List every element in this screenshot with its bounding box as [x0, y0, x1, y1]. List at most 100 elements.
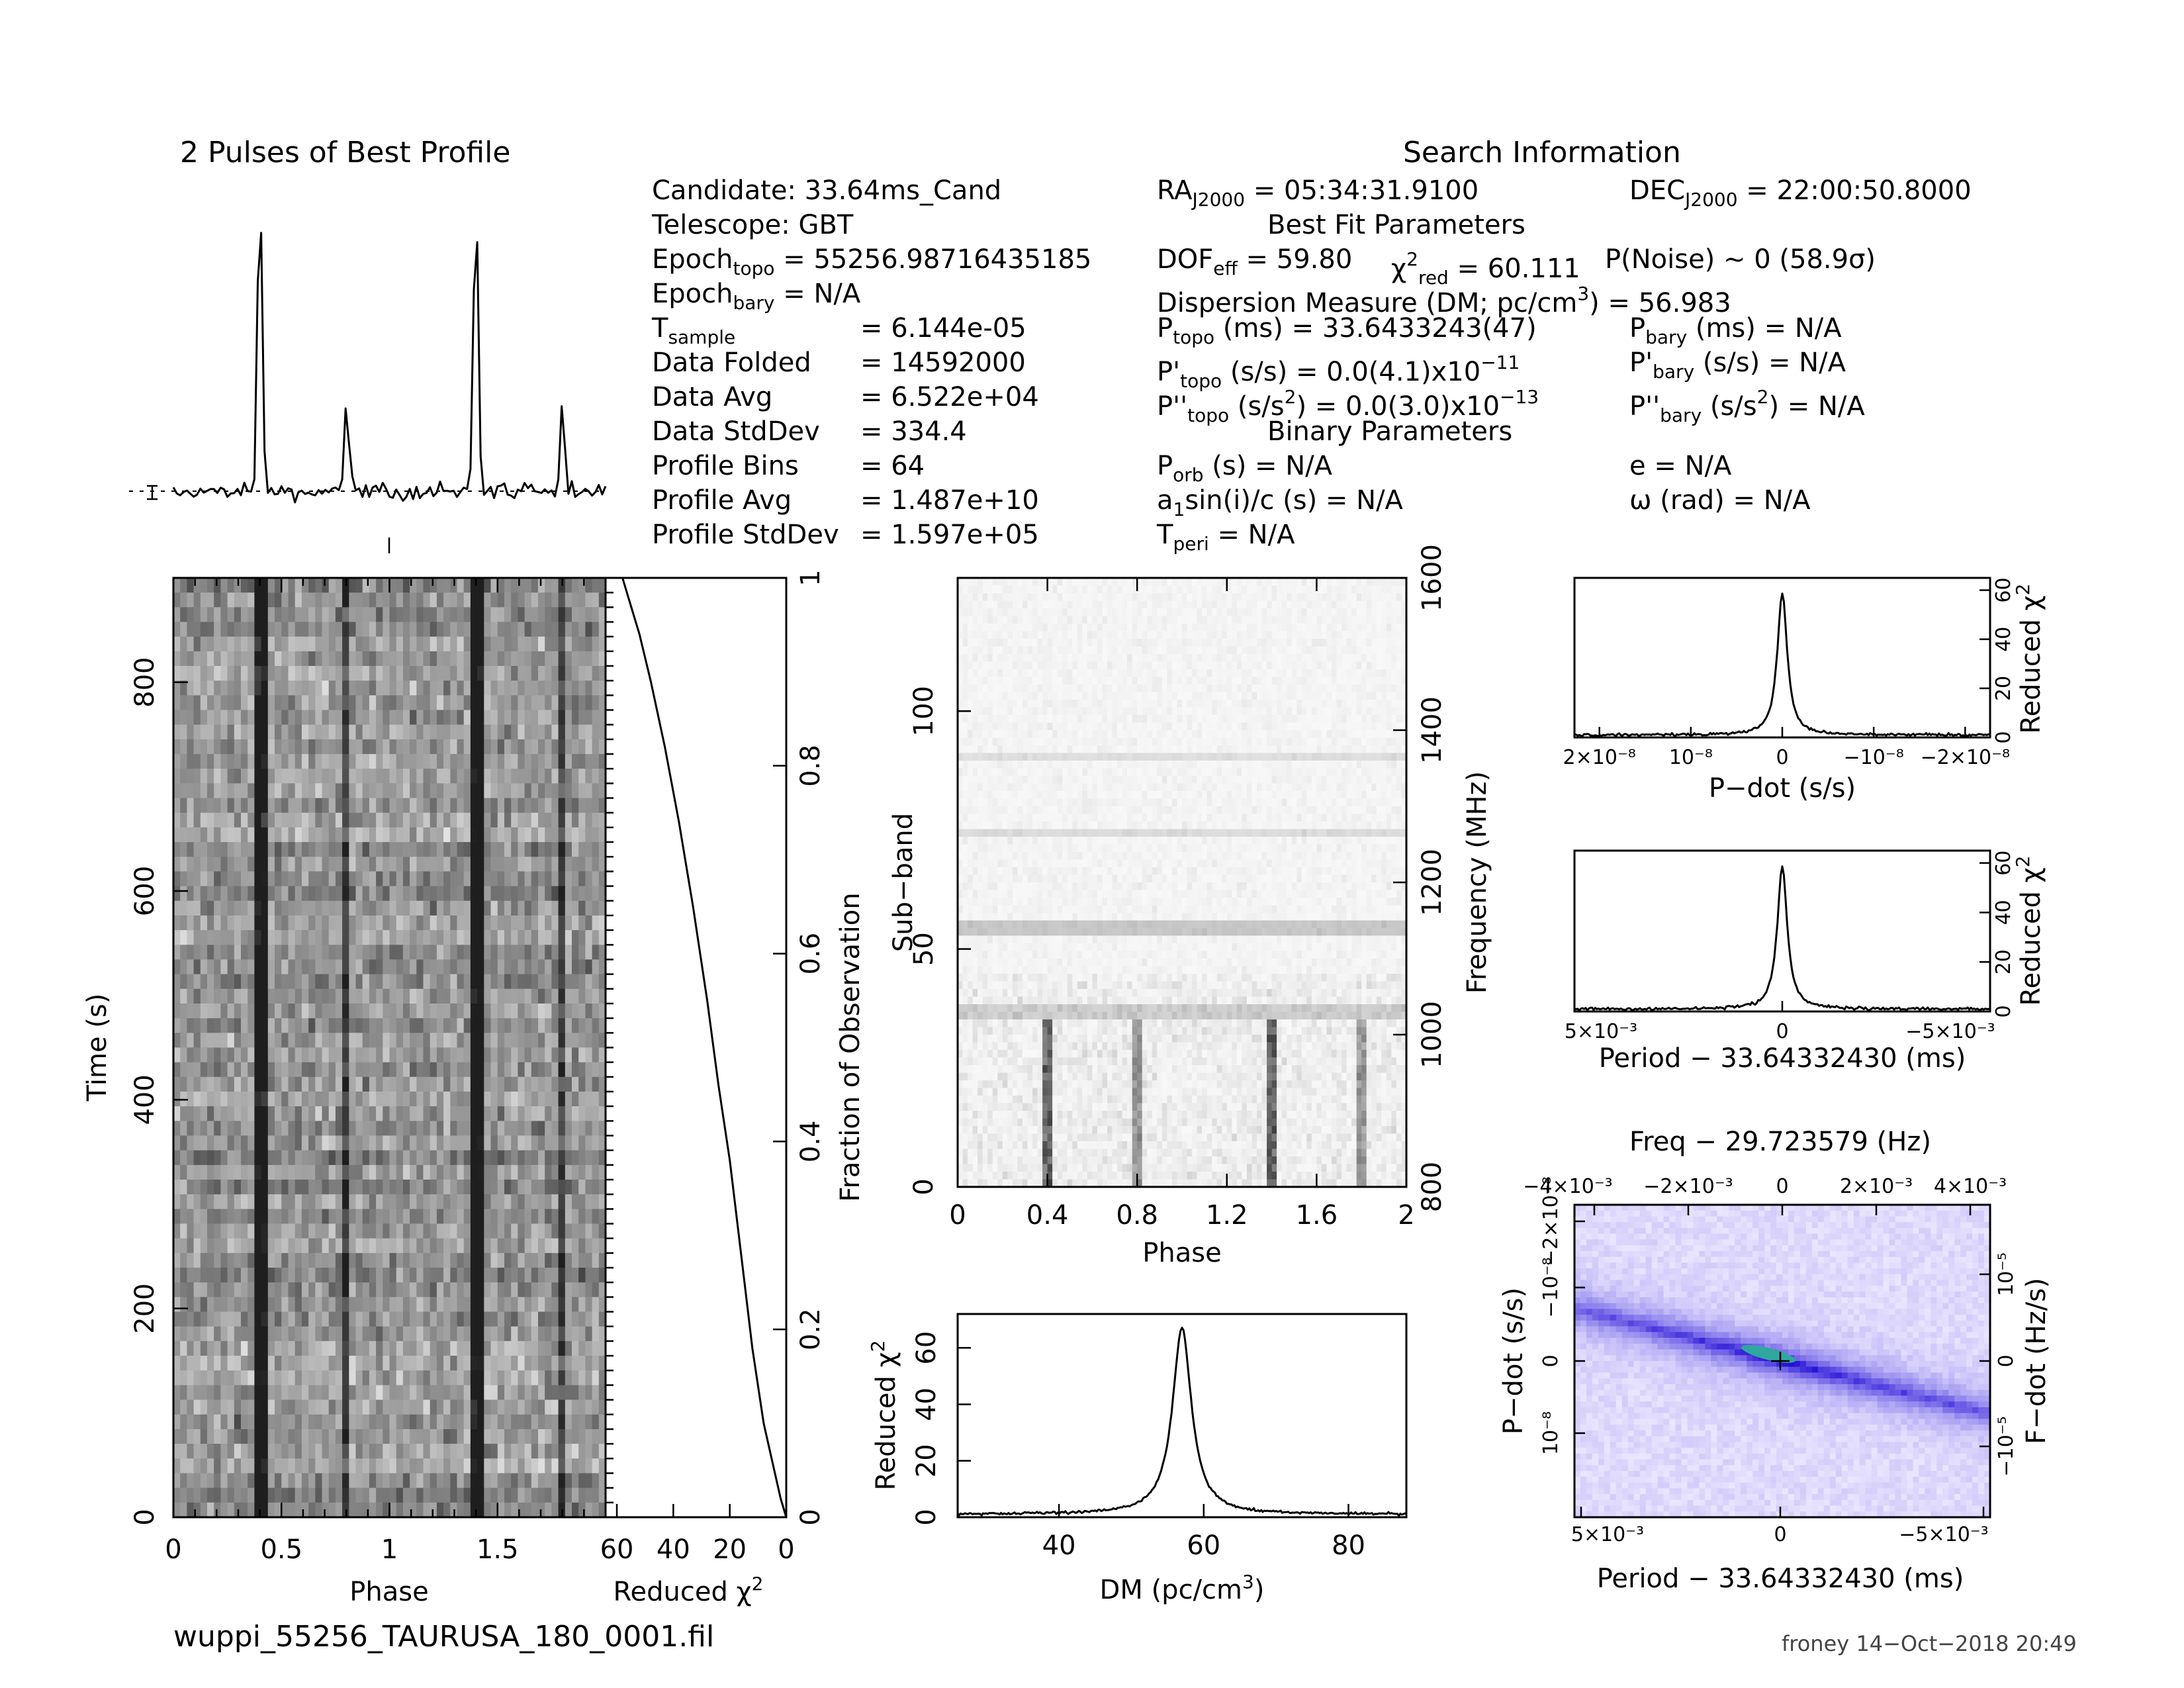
subband-cell — [1057, 616, 1063, 624]
time-phase-cell — [396, 724, 404, 740]
time-phase-cell — [187, 607, 195, 623]
time-phase-cell — [524, 1414, 532, 1430]
time-phase-cell — [578, 1135, 586, 1151]
time-phase-cell — [416, 1282, 424, 1298]
time-phase-cell — [389, 754, 397, 769]
time-phase-cell — [592, 1429, 600, 1444]
time-phase-cell — [214, 666, 221, 681]
time-phase-cell — [410, 1135, 417, 1151]
time-phase-cell — [551, 710, 559, 726]
subband-cell — [987, 639, 993, 647]
time-phase-cell — [538, 857, 545, 872]
time-phase-cell — [484, 1356, 492, 1371]
time-phase-cell — [551, 695, 559, 711]
time-phase-cell — [470, 754, 478, 769]
time-phase-cell — [335, 739, 343, 755]
subband-cell — [1257, 600, 1263, 609]
subband-cell — [1381, 593, 1387, 602]
time-phase-cell — [315, 1297, 323, 1313]
subband-cell — [1142, 608, 1148, 617]
time-phase-cell — [558, 1164, 566, 1180]
time-phase-cell — [173, 1487, 181, 1503]
time-phase-cell — [504, 1282, 512, 1298]
time-phase-cell — [241, 739, 248, 755]
time-phase-cell — [288, 666, 296, 681]
time-phase-cell — [518, 1047, 525, 1063]
time-phase-cell — [295, 1252, 302, 1268]
time-phase-cell — [383, 1458, 390, 1474]
time-phase-cell — [538, 666, 545, 681]
time-phase-cell — [315, 812, 323, 828]
time-phase-cell — [450, 592, 458, 608]
time-phase-cell — [173, 622, 181, 637]
time-phase-cell — [585, 1092, 593, 1107]
time-phase-cell — [463, 622, 471, 637]
time-phase-cell — [389, 769, 397, 784]
time-phase-cell — [335, 724, 343, 740]
subband-cell — [1401, 578, 1407, 586]
time-phase-cell — [288, 798, 296, 814]
time-phase-cell — [585, 1076, 593, 1092]
time-phase-cell — [565, 1340, 572, 1356]
time-phase-cell — [220, 622, 228, 637]
time-phase-cell — [383, 1194, 390, 1209]
subband-cell — [968, 624, 974, 632]
time-phase-cell — [558, 1311, 566, 1327]
time-phase-cell — [531, 1238, 539, 1254]
time-phase-cell — [295, 1282, 302, 1298]
time-phase-cell — [234, 842, 242, 857]
time-phase-cell — [598, 1209, 606, 1225]
time-phase-cell — [335, 871, 343, 887]
time-phase-cell — [173, 592, 181, 608]
time-phase-cell — [511, 1268, 518, 1283]
time-phase-cell — [585, 769, 593, 784]
time-phase-cell — [531, 1297, 539, 1313]
time-phase-cell — [436, 945, 444, 961]
time-phase-cell — [234, 915, 242, 931]
time-phase-cell — [362, 636, 370, 652]
time-phase-cell — [207, 1121, 214, 1137]
time-phase-cell — [504, 915, 512, 931]
time-phase-cell — [261, 1047, 269, 1063]
time-phase-cell — [551, 680, 559, 696]
time-phase-cell — [173, 1502, 181, 1518]
time-phase-cell — [187, 680, 195, 696]
time-phase-cell — [450, 1135, 458, 1151]
time-phase-cell — [551, 783, 559, 799]
time-phase-cell — [463, 1268, 471, 1283]
time-phase-cell — [396, 1326, 404, 1342]
time-phase-cell — [193, 651, 201, 667]
time-phase-cell — [572, 886, 579, 902]
time-phase-cell — [538, 1121, 545, 1137]
time-phase-cell — [207, 798, 214, 814]
subband-cell — [1277, 608, 1283, 617]
time-phase-cell — [180, 1209, 187, 1225]
time-phase-cell — [322, 915, 330, 931]
time-phase-cell — [410, 695, 417, 711]
time-phase-cell — [281, 1047, 289, 1063]
time-phase-cell — [457, 1033, 465, 1049]
time-phase-cell — [423, 1018, 431, 1033]
time-phase-cell — [342, 1076, 349, 1092]
time-phase-cell — [214, 769, 221, 784]
time-phase-cell — [396, 1106, 404, 1121]
time-phase-cell — [511, 886, 518, 902]
time-phase-cell — [463, 739, 471, 755]
subband-cell — [968, 608, 974, 617]
subband-cell — [1287, 631, 1293, 639]
time-phase-cell — [369, 1429, 377, 1444]
time-phase-cell — [558, 1444, 566, 1459]
time-phase-cell — [470, 1238, 478, 1254]
time-phase-cell — [383, 607, 390, 623]
time-phase-cell — [207, 1444, 214, 1459]
time-phase-cell — [518, 607, 525, 623]
time-phase-cell — [538, 871, 545, 887]
time-phase-cell — [436, 1311, 444, 1327]
time-phase-cell — [261, 900, 269, 916]
time-phase-cell — [295, 651, 302, 667]
subband-cell — [1187, 616, 1193, 624]
subband-cell — [1251, 616, 1257, 624]
subband-cell — [1057, 624, 1063, 632]
time-phase-cell — [545, 622, 552, 637]
subband-cell — [1371, 624, 1377, 632]
